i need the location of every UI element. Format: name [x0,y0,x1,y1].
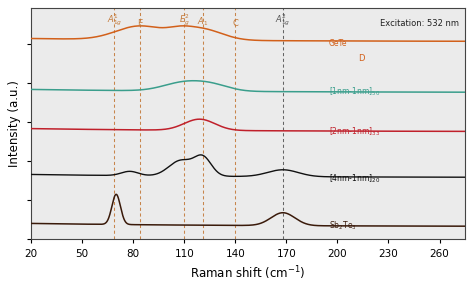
Text: $A_{1g}^{1}$: $A_{1g}^{1}$ [107,12,122,28]
Text: Excitation: 532 nm: Excitation: 532 nm [380,19,459,28]
Text: $A_{1}$: $A_{1}$ [197,15,209,28]
Text: Sb$_2$Te$_3$: Sb$_2$Te$_3$ [329,220,357,232]
Text: [2nm-1nm]$_{33}$: [2nm-1nm]$_{33}$ [329,125,380,138]
Text: $E_{g}^{2}$: $E_{g}^{2}$ [179,12,190,28]
Text: GeTe: GeTe [329,39,347,48]
Text: [4nm-1nm]$_{20}$: [4nm-1nm]$_{20}$ [329,172,380,185]
Y-axis label: Intensity (a.u.): Intensity (a.u.) [9,80,21,167]
X-axis label: Raman shift (cm$^{-1}$): Raman shift (cm$^{-1}$) [191,264,306,282]
Text: D: D [358,54,365,63]
Text: C: C [232,19,238,28]
Text: E: E [137,19,143,28]
Text: [1nm-1nm]$_{50}$: [1nm-1nm]$_{50}$ [329,86,380,98]
Text: $A_{1g}^{2}$: $A_{1g}^{2}$ [275,12,291,28]
